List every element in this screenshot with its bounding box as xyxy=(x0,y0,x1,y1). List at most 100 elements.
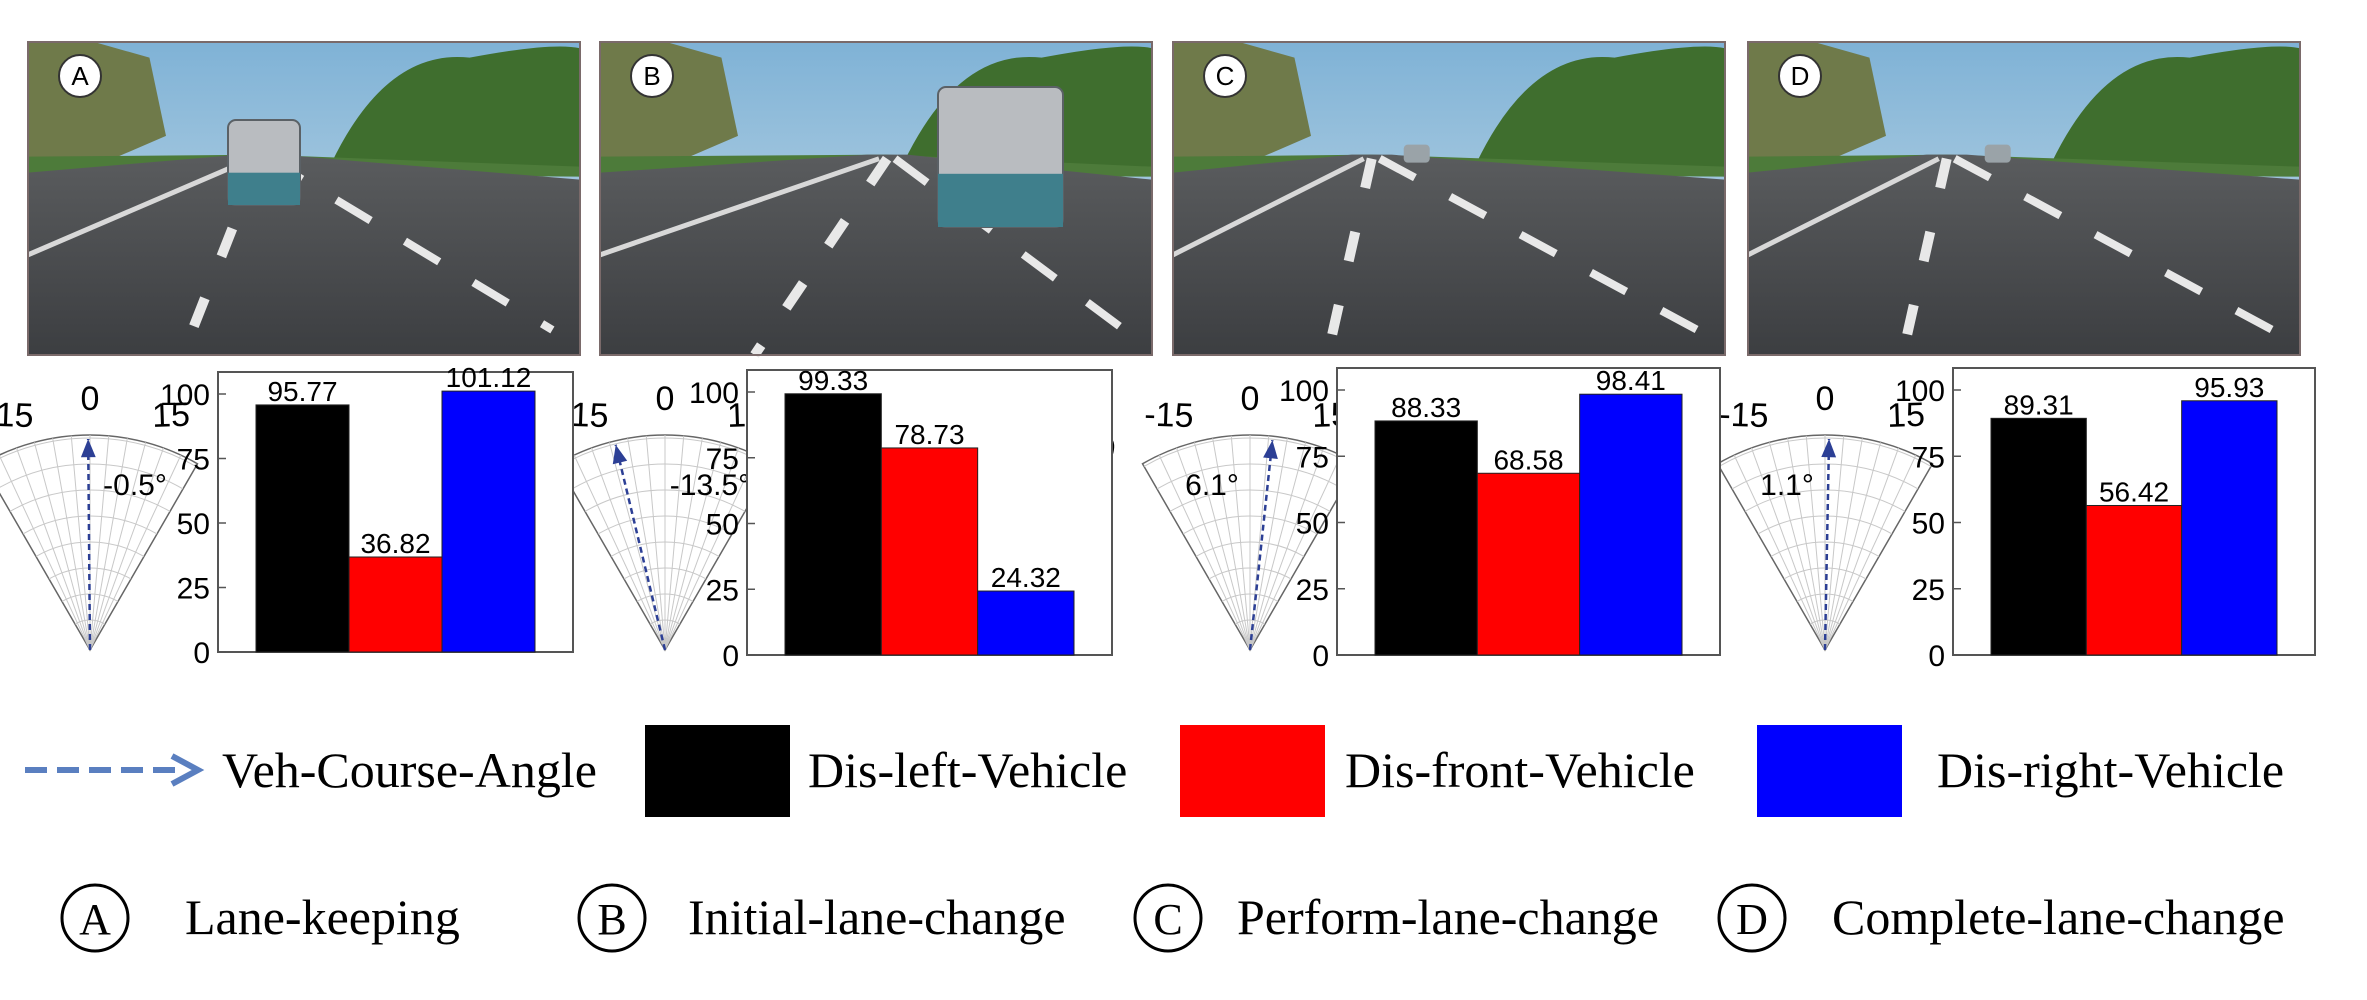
legend-front-swatch xyxy=(1180,725,1325,817)
gauge-arc xyxy=(597,515,733,535)
lane-marking xyxy=(1952,155,2275,334)
gauge-tick-label: 0 xyxy=(656,380,675,418)
panel-letter: A xyxy=(71,61,89,91)
gauge-gridline xyxy=(664,454,757,651)
gauge-arc xyxy=(1195,541,1305,557)
panel-letter: B xyxy=(643,61,660,91)
y-tick-label: 25 xyxy=(706,574,739,607)
gauge-tick-label: -15 xyxy=(0,396,34,436)
course-angle-arrowhead xyxy=(1821,439,1837,458)
van-bumper xyxy=(938,173,1063,227)
legend-right-label: Dis-right-Vehicle xyxy=(1937,742,2284,798)
gauge-gridline xyxy=(89,454,182,651)
gauge-gridline xyxy=(1787,438,1826,651)
gauge-arc xyxy=(571,463,759,490)
course-angle-arrowhead xyxy=(612,444,628,465)
gauge-arc xyxy=(1156,463,1344,490)
y-tick-label: 75 xyxy=(177,444,210,477)
gauge-tick-label: 0 xyxy=(1816,380,1835,418)
scene-frame xyxy=(1172,41,1726,356)
gauge-gridline xyxy=(0,455,91,651)
bar-value-label: 101.12 xyxy=(446,362,532,393)
gauge-gridline xyxy=(1824,442,1882,651)
y-tick-label: 0 xyxy=(722,640,739,673)
road-edge xyxy=(599,156,880,258)
gauge-gridline xyxy=(1824,435,1845,651)
road xyxy=(600,154,1152,355)
y-tick-label: 75 xyxy=(1296,441,1329,474)
panel-letter: C xyxy=(1216,61,1235,91)
bar-right xyxy=(2181,400,2278,656)
gauge-arc xyxy=(584,489,746,512)
lane-marking xyxy=(1377,155,1700,334)
gauge-arc xyxy=(74,619,106,625)
gauge-gridline xyxy=(89,438,128,651)
lane-marking xyxy=(1897,157,1952,357)
gauge-arc xyxy=(623,567,707,580)
lane-marking xyxy=(1322,157,1377,357)
gauge-gridline xyxy=(52,438,91,651)
gauge-arc xyxy=(1783,567,1867,580)
course-angle-arrowhead xyxy=(1263,440,1278,460)
bar-value-label: 95.77 xyxy=(267,376,337,407)
gauge-tick-label: 15 xyxy=(151,396,190,435)
gauge-gridline xyxy=(1824,454,1917,651)
y-tick-label: 50 xyxy=(1912,508,1945,541)
gauge-tick-label: -15 xyxy=(1719,396,1769,436)
gauge-arc xyxy=(649,619,681,625)
tree-line xyxy=(1476,46,1725,177)
y-tick-label: 25 xyxy=(1296,574,1329,607)
stage-b-label: Initial-lane-change xyxy=(688,889,1066,945)
gauge-gridline xyxy=(645,435,666,651)
tree-line xyxy=(331,46,580,177)
road xyxy=(28,154,580,355)
course-angle-value: 1.1° xyxy=(1760,469,1814,502)
bar-value-label: 88.33 xyxy=(1391,392,1461,423)
gauge-arc xyxy=(1757,515,1893,535)
bar-value-label: 56.42 xyxy=(2099,476,2169,507)
driving-scene-a: A xyxy=(27,41,581,357)
course-angle-arrowhead xyxy=(80,439,96,458)
y-tick-label: 75 xyxy=(1912,441,1945,474)
stage-d-label: Complete-lane-change xyxy=(1832,889,2285,945)
panel-badge xyxy=(1203,54,1247,98)
bar-value-label: 78.73 xyxy=(894,419,964,450)
gauge-arc xyxy=(1770,541,1880,557)
legend-angle-label: Veh-Course-Angle xyxy=(222,742,597,798)
course-angle-arrow xyxy=(614,444,667,651)
gauge-arc xyxy=(558,437,772,467)
bar-front xyxy=(2085,504,2183,656)
distant-car xyxy=(1984,144,2011,163)
y-tick-label: 50 xyxy=(706,509,739,542)
gauge-gridline xyxy=(1824,447,1900,651)
gauge-gridline xyxy=(1249,442,1307,651)
legend-left-swatch xyxy=(645,725,790,817)
gauge-gridline xyxy=(89,435,110,651)
y-tick-label: 100 xyxy=(1895,375,1945,408)
gauge-gridline xyxy=(1824,438,1863,651)
course-angle-value: 6.1° xyxy=(1185,469,1239,502)
gauge-gridline xyxy=(664,442,722,651)
gauge-gridline xyxy=(1249,447,1325,651)
stage-b-letter: B xyxy=(597,895,626,944)
gauge-gridline xyxy=(1230,435,1251,651)
gauge-gridline xyxy=(33,442,91,651)
bar-value-label: 99.33 xyxy=(798,365,868,396)
gauge-arc xyxy=(1221,593,1279,602)
gauge-gridline xyxy=(573,454,666,651)
bar-right xyxy=(441,390,536,653)
stage-d-letter: D xyxy=(1736,895,1768,944)
gauge-gridline xyxy=(590,447,666,651)
gauge-gridline xyxy=(664,438,703,651)
bar-right xyxy=(977,590,1075,656)
gauge-arc xyxy=(0,437,197,467)
y-tick-label: 25 xyxy=(1912,574,1945,607)
lane-marking xyxy=(265,155,555,334)
gauge-gridline xyxy=(70,435,91,651)
bar-value-label: 89.31 xyxy=(2004,389,2074,420)
scene-frame xyxy=(599,41,1153,356)
gauge-arc xyxy=(1809,619,1841,625)
panel-letter: D xyxy=(1791,61,1810,91)
gauge-arc xyxy=(1234,619,1266,625)
driving-scene-b: B xyxy=(599,41,1153,358)
